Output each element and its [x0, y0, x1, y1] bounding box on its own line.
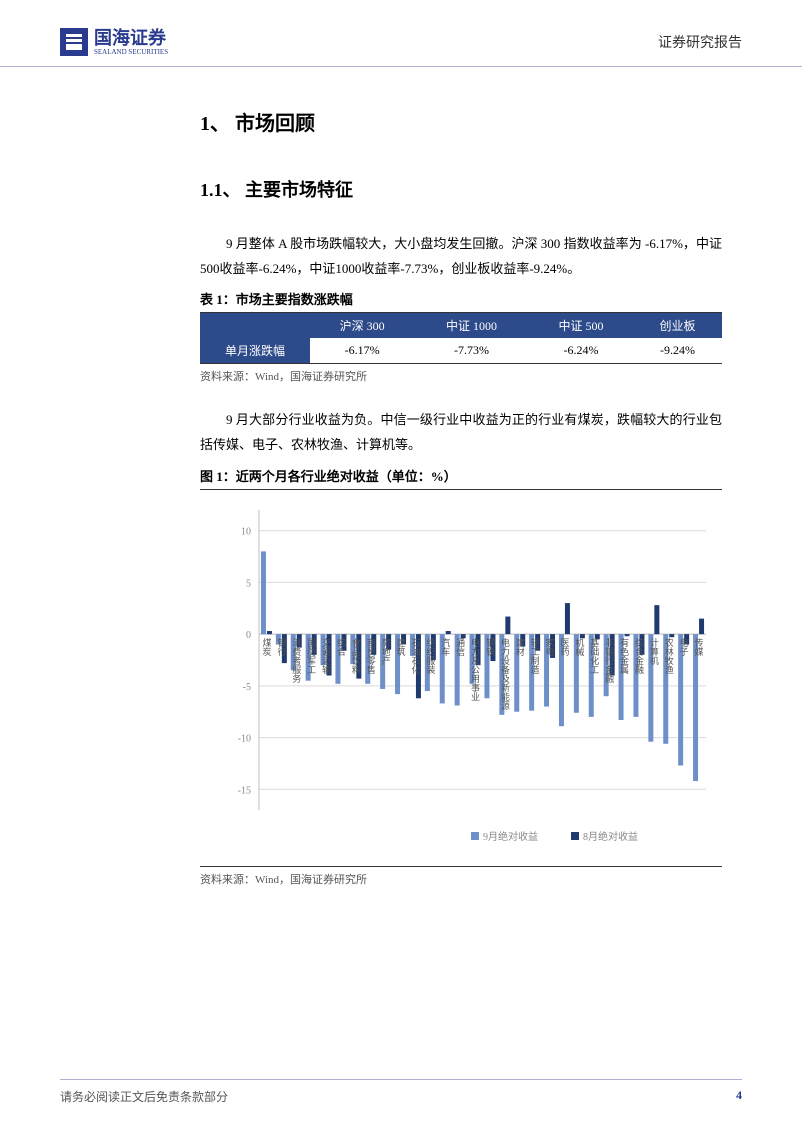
svg-text:国防军工: 国防军工: [306, 638, 316, 674]
heading-1-1: 1.1、 主要市场特征: [200, 176, 722, 202]
svg-text:5: 5: [246, 578, 251, 589]
table-header-row: 沪深 300 中证 1000 中证 500 创业板: [200, 313, 722, 338]
heading-1: 1、 市场回顾: [200, 107, 722, 136]
svg-text:综合: 综合: [336, 637, 346, 657]
table-row: 单月涨跌幅 -6.17% -7.73% -6.24% -9.24%: [200, 338, 722, 364]
svg-text:有色金属: 有色金属: [619, 637, 629, 675]
footer-disclaimer: 请务必阅读正文后免责条款部分: [60, 1088, 228, 1105]
figure-1-source: 资料来源：Wind，国海证券研究所: [200, 871, 722, 887]
svg-text:-5: -5: [243, 682, 251, 693]
logo-en: SEALAND SECURITIES: [94, 49, 168, 56]
svg-text:-15: -15: [238, 785, 251, 796]
page-footer: 请务必阅读正文后免责条款部分 4: [60, 1079, 742, 1105]
table-1-caption: 表 1：市场主要指数涨跌幅: [200, 289, 722, 313]
svg-text:石油石化: 石油石化: [410, 638, 420, 675]
svg-text:煤炭: 煤炭: [261, 637, 271, 657]
col-4: 创业板: [633, 313, 722, 338]
svg-text:银行: 银行: [276, 637, 286, 657]
logo-block: 国海证券 SEALAND SECURITIES: [60, 28, 168, 56]
svg-text:10: 10: [241, 526, 251, 537]
svg-text:电子: 电子: [679, 637, 689, 656]
page-number: 4: [736, 1088, 742, 1105]
svg-text:综合金融: 综合金融: [634, 637, 644, 675]
header-right-text: 证券研究报告: [658, 32, 742, 52]
svg-text:食品饮料: 食品饮料: [351, 637, 361, 675]
svg-text:计算机: 计算机: [649, 637, 659, 666]
main-content: 1、 市场回顾 1.1、 主要市场特征 9 月整体 A 股市场跌幅较大，大小盘均…: [0, 67, 802, 887]
cell-1: -6.17%: [310, 338, 414, 364]
cell-3: -6.24%: [529, 338, 633, 364]
row-label: 单月涨跌幅: [200, 338, 310, 364]
svg-text:建材: 建材: [515, 637, 525, 656]
svg-text:医药: 医药: [559, 638, 569, 657]
svg-text:机械: 机械: [574, 637, 584, 657]
svg-text:传媒: 传媒: [694, 637, 704, 657]
svg-text:交通运输: 交通运输: [321, 637, 331, 675]
svg-text:非银行金融: 非银行金融: [604, 637, 614, 684]
bar-chart-svg: -15 -10 -5 0 5 10 煤炭银行消费者服务国防军工交通运输综合食品饮料商贸零售房…: [211, 500, 711, 860]
svg-text:通信: 通信: [455, 638, 465, 657]
company-logo-icon: [60, 28, 88, 56]
col-1: 沪深 300: [310, 313, 414, 338]
svg-text:商贸零售: 商贸零售: [366, 637, 376, 675]
svg-text:钢铁: 钢铁: [485, 637, 495, 657]
svg-text:0: 0: [246, 630, 251, 641]
svg-text:家电: 家电: [545, 637, 555, 656]
svg-text:8月绝对收益: 8月绝对收益: [583, 830, 638, 843]
table-1-source: 资料来源：Wind，国海证券研究所: [200, 368, 722, 384]
logo-cn: 国海证券: [94, 29, 168, 47]
col-3: 中证 500: [529, 313, 633, 338]
svg-text:轻工制造: 轻工制造: [530, 637, 540, 675]
chart-container: -15 -10 -5 0 5 10 煤炭银行消费者服务国防军工交通运输综合食品饮料商贸零售房…: [200, 500, 722, 867]
paragraph-1: 9 月整体 A 股市场跌幅较大，大小盘均发生回撤。沪深 300 指数收益率为 -…: [200, 232, 722, 281]
cell-2: -7.73%: [414, 338, 529, 364]
logo-text: 国海证券 SEALAND SECURITIES: [94, 29, 168, 56]
svg-text:基础化工: 基础化工: [589, 637, 599, 674]
col-2: 中证 1000: [414, 313, 529, 338]
page-header: 国海证券 SEALAND SECURITIES 证券研究报告: [0, 0, 802, 67]
svg-text:9月绝对收益: 9月绝对收益: [483, 830, 538, 843]
svg-text:建筑: 建筑: [396, 637, 406, 657]
cell-4: -9.24%: [633, 338, 722, 364]
table-1: 沪深 300 中证 1000 中证 500 创业板 单月涨跌幅 -6.17% -…: [200, 313, 722, 364]
svg-text:消费者服务: 消费者服务: [291, 637, 301, 684]
svg-text:房地产: 房地产: [381, 637, 391, 666]
bar-chart: -15 -10 -5 0 5 10 煤炭银行消费者服务国防军工交通运输综合食品饮料商贸零售房…: [211, 500, 711, 860]
paragraph-2: 9 月大部分行业收益为负。中信一级行业中收益为正的行业有煤炭，跌幅较大的行业包括…: [200, 408, 722, 457]
svg-text:农林牧渔: 农林牧渔: [664, 637, 674, 674]
figure-1-caption: 图 1：近两个月各行业绝对收益（单位：%）: [200, 466, 722, 490]
svg-text:纺织服装: 纺织服装: [425, 637, 435, 675]
svg-text:电力及公用事业: 电力及公用事业: [470, 637, 480, 701]
table-corner: [200, 313, 310, 338]
svg-text:电力设备及新能源: 电力设备及新能源: [500, 637, 510, 711]
svg-text:-10: -10: [238, 733, 251, 744]
svg-text:汽车: 汽车: [440, 637, 450, 657]
